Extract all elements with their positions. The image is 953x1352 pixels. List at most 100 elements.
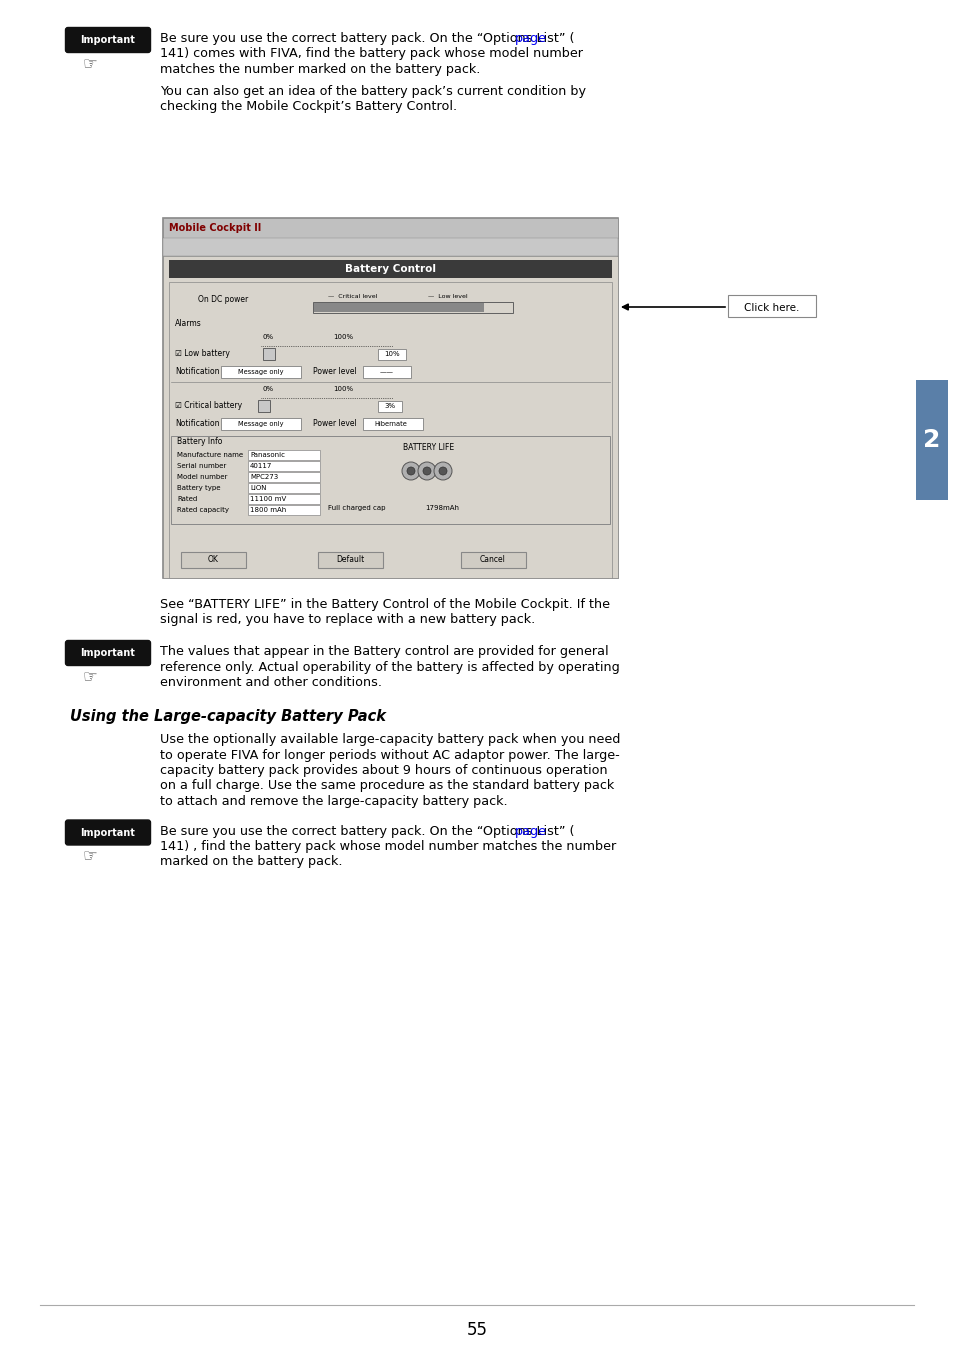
Text: on a full charge. Use the same procedure as the standard battery pack: on a full charge. Use the same procedure… xyxy=(160,780,614,792)
FancyBboxPatch shape xyxy=(313,301,513,314)
Text: matches the number marked on the battery pack.: matches the number marked on the battery… xyxy=(160,64,480,76)
Text: Using the Large-capacity Battery Pack: Using the Large-capacity Battery Pack xyxy=(70,710,386,725)
FancyBboxPatch shape xyxy=(377,402,401,412)
Text: checking the Mobile Cockpit’s Battery Control.: checking the Mobile Cockpit’s Battery Co… xyxy=(160,100,456,114)
Text: Important: Important xyxy=(80,827,135,837)
Text: Default: Default xyxy=(335,556,364,565)
Text: reference only. Actual operability of the battery is affected by operating: reference only. Actual operability of th… xyxy=(160,661,619,673)
Text: Be sure you use the correct battery pack. On the “Options List” (: Be sure you use the correct battery pack… xyxy=(160,825,574,837)
Text: BATTERY LIFE: BATTERY LIFE xyxy=(402,443,454,453)
Text: Power level: Power level xyxy=(313,419,356,429)
Text: Notification: Notification xyxy=(174,419,219,429)
Text: 11100 mV: 11100 mV xyxy=(250,496,286,502)
Text: Rated capacity: Rated capacity xyxy=(177,507,229,512)
FancyBboxPatch shape xyxy=(248,461,319,470)
FancyBboxPatch shape xyxy=(221,418,301,430)
Text: Important: Important xyxy=(80,35,135,45)
FancyBboxPatch shape xyxy=(915,380,947,500)
Text: You can also get an idea of the battery pack’s current condition by: You can also get an idea of the battery … xyxy=(160,85,585,97)
FancyBboxPatch shape xyxy=(248,493,319,504)
Text: Alarms: Alarms xyxy=(174,319,201,327)
FancyBboxPatch shape xyxy=(163,218,618,579)
Text: Power level: Power level xyxy=(313,368,356,376)
Text: Full charged cap: Full charged cap xyxy=(328,506,385,511)
Text: 1798mAh: 1798mAh xyxy=(424,506,458,511)
FancyBboxPatch shape xyxy=(181,552,246,568)
Circle shape xyxy=(417,462,436,480)
Text: 141) comes with FIVA, find the battery pack whose model number: 141) comes with FIVA, find the battery p… xyxy=(160,47,582,61)
FancyBboxPatch shape xyxy=(257,400,270,412)
Text: 2: 2 xyxy=(923,429,940,452)
Text: LiON: LiON xyxy=(250,485,266,491)
Text: page: page xyxy=(515,32,546,45)
Text: 0%: 0% xyxy=(263,334,274,339)
Text: Panasonic: Panasonic xyxy=(250,452,285,458)
Text: See “BATTERY LIFE” in the Battery Control of the Mobile Cockpit. If the: See “BATTERY LIFE” in the Battery Contro… xyxy=(160,598,609,611)
Text: 3%: 3% xyxy=(384,403,395,410)
Text: ☞: ☞ xyxy=(83,55,97,73)
Text: Important: Important xyxy=(80,648,135,658)
FancyBboxPatch shape xyxy=(169,260,612,279)
Text: marked on the battery pack.: marked on the battery pack. xyxy=(160,856,342,868)
Text: ☞: ☞ xyxy=(83,848,97,865)
Text: ☞: ☞ xyxy=(83,668,97,685)
Text: environment and other conditions.: environment and other conditions. xyxy=(160,676,381,690)
FancyBboxPatch shape xyxy=(263,347,274,360)
Text: The values that appear in the Battery control are provided for general: The values that appear in the Battery co… xyxy=(160,645,608,658)
Text: Hibernate: Hibernate xyxy=(375,420,407,427)
FancyBboxPatch shape xyxy=(163,218,618,238)
Text: signal is red, you have to replace with a new battery pack.: signal is red, you have to replace with … xyxy=(160,614,535,626)
FancyBboxPatch shape xyxy=(221,366,301,379)
Text: ☑ Low battery: ☑ Low battery xyxy=(174,350,230,358)
FancyBboxPatch shape xyxy=(727,295,815,316)
Text: Manufacture name: Manufacture name xyxy=(177,452,243,458)
FancyBboxPatch shape xyxy=(163,256,618,579)
FancyBboxPatch shape xyxy=(248,450,319,460)
Text: 0%: 0% xyxy=(263,387,274,392)
Circle shape xyxy=(434,462,452,480)
FancyBboxPatch shape xyxy=(248,483,319,493)
Text: Rated: Rated xyxy=(177,496,197,502)
Circle shape xyxy=(438,466,447,475)
Circle shape xyxy=(401,462,419,480)
Text: Message only: Message only xyxy=(238,369,283,375)
Text: Be sure you use the correct battery pack. On the “Options List” (: Be sure you use the correct battery pack… xyxy=(160,32,574,45)
Text: Serial number: Serial number xyxy=(177,462,226,469)
Circle shape xyxy=(422,466,431,475)
Text: On DC power: On DC power xyxy=(198,296,248,304)
Text: MPC273: MPC273 xyxy=(250,475,278,480)
Text: Battery Info: Battery Info xyxy=(177,438,222,446)
Text: ☑ Critical battery: ☑ Critical battery xyxy=(174,402,242,411)
Text: Message only: Message only xyxy=(238,420,283,427)
Circle shape xyxy=(407,466,415,475)
FancyBboxPatch shape xyxy=(171,435,609,525)
Text: capacity battery pack provides about 9 hours of continuous operation: capacity battery pack provides about 9 h… xyxy=(160,764,607,777)
FancyBboxPatch shape xyxy=(363,418,422,430)
FancyBboxPatch shape xyxy=(317,552,382,568)
Text: 55: 55 xyxy=(466,1321,487,1338)
Text: page: page xyxy=(515,825,546,837)
Text: 100%: 100% xyxy=(333,334,353,339)
FancyBboxPatch shape xyxy=(363,366,411,379)
FancyBboxPatch shape xyxy=(66,821,151,845)
Text: 100%: 100% xyxy=(333,387,353,392)
Text: Model number: Model number xyxy=(177,475,227,480)
Text: —  Critical level: — Critical level xyxy=(328,293,377,299)
FancyBboxPatch shape xyxy=(460,552,525,568)
FancyBboxPatch shape xyxy=(66,641,151,665)
Text: to operate FIVA for longer periods without AC adaptor power. The large-: to operate FIVA for longer periods witho… xyxy=(160,749,619,761)
FancyBboxPatch shape xyxy=(169,283,612,579)
Text: 1800 mAh: 1800 mAh xyxy=(250,507,286,512)
Text: 10%: 10% xyxy=(384,352,399,357)
FancyBboxPatch shape xyxy=(377,349,406,360)
Text: 141) , find the battery pack whose model number matches the number: 141) , find the battery pack whose model… xyxy=(160,840,616,853)
FancyBboxPatch shape xyxy=(314,303,483,312)
Text: —  Low level: — Low level xyxy=(428,293,467,299)
Text: Mobile Cockpit II: Mobile Cockpit II xyxy=(169,223,261,233)
Text: 40117: 40117 xyxy=(250,462,273,469)
Text: ——: —— xyxy=(379,369,394,375)
FancyBboxPatch shape xyxy=(163,238,618,256)
Text: Battery type: Battery type xyxy=(177,485,220,491)
Text: Notification: Notification xyxy=(174,368,219,376)
Text: OK: OK xyxy=(208,556,218,565)
